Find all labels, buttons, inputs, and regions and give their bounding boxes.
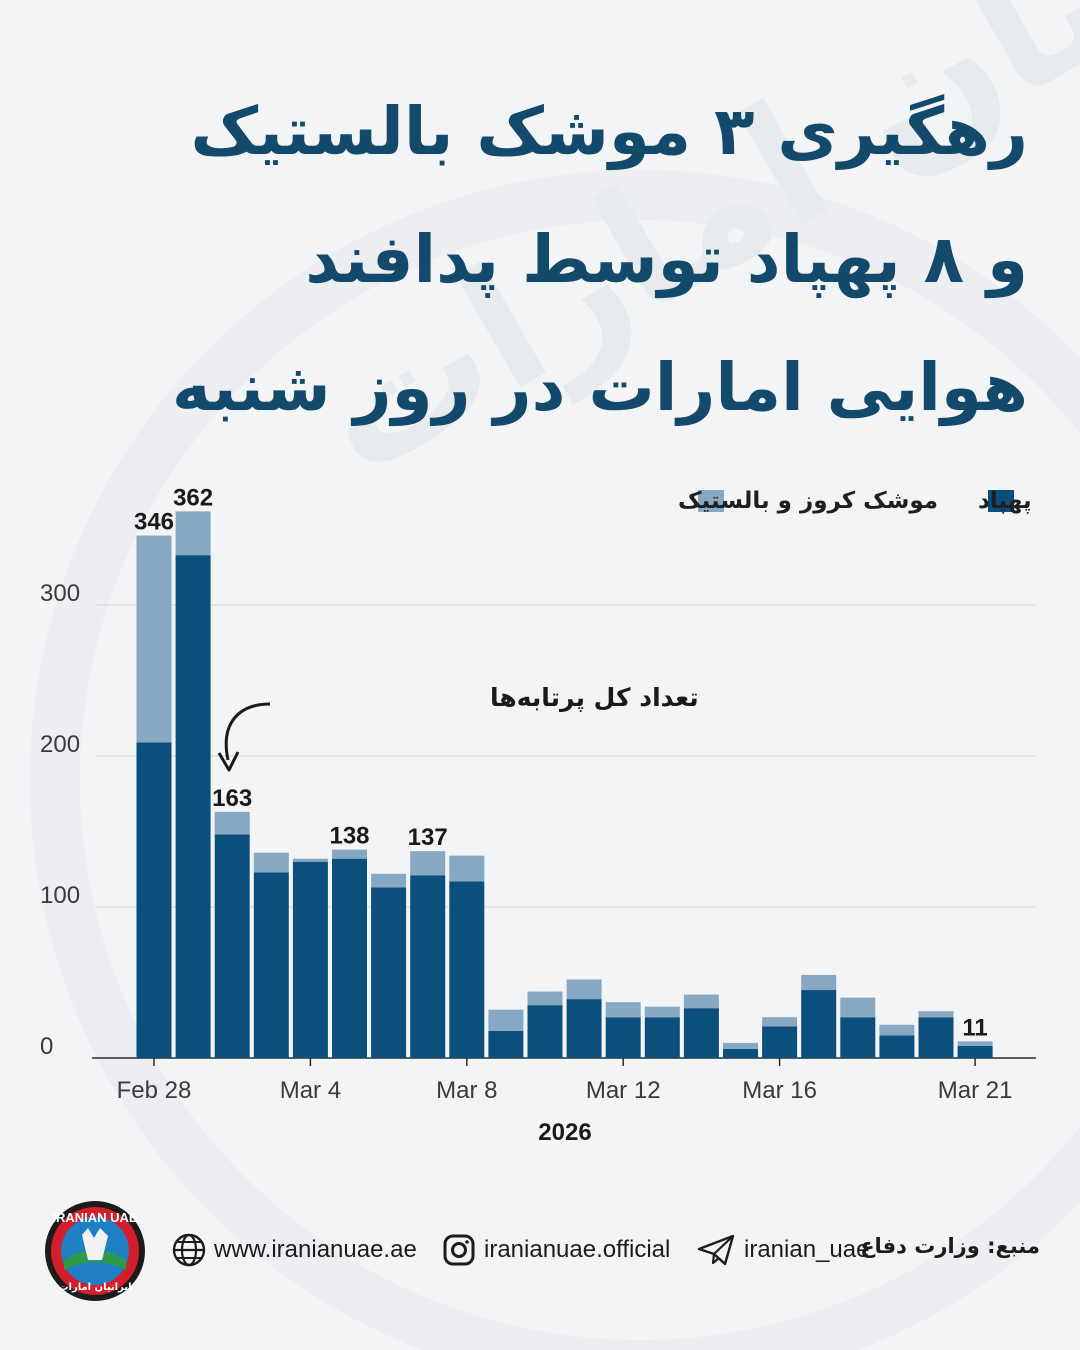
instagram-icon (443, 1234, 475, 1266)
legend: پهپاد موشک کروز و بالستیک (678, 488, 1032, 514)
bar-drones (566, 999, 602, 1058)
globe-icon (172, 1233, 206, 1267)
website-text: www.iranianuae.ae (214, 1236, 417, 1263)
y-tick-label: 300 (40, 580, 80, 607)
x-axis-title: 2026 (538, 1119, 591, 1146)
logo-text-bottom: ایرانیان امارات (58, 1282, 131, 1293)
telegram-icon (697, 1234, 735, 1266)
bars (136, 511, 993, 1058)
x-tick-label: Mar 16 (742, 1077, 817, 1104)
bar-missiles (879, 1024, 915, 1036)
gridlines: 0 100 200 300 (40, 580, 1036, 1060)
x-tick-label: Mar 12 (586, 1077, 661, 1104)
website-link[interactable]: www.iranianuae.ae (172, 1233, 417, 1267)
annotation-arrow (224, 702, 271, 761)
legend-label-missiles: موشک کروز و بالستیک (678, 488, 938, 514)
bar-missiles (410, 851, 446, 876)
bar-missiles (723, 1042, 758, 1049)
bar-drones (527, 1005, 563, 1058)
instagram-link[interactable]: iranianuae.official (442, 1234, 670, 1266)
x-tick-label: Mar 21 (938, 1077, 1013, 1104)
bar-drones (214, 834, 250, 1058)
bar-missiles (292, 858, 328, 862)
total-label: 138 (329, 823, 369, 850)
bar-drones (762, 1026, 798, 1058)
y-tick-label: 200 (40, 731, 80, 758)
telegram-link[interactable]: iranian_uae (696, 1234, 869, 1266)
bar-missiles (605, 1002, 641, 1018)
instagram-text: iranianuae.official (484, 1236, 671, 1263)
bar-missiles (175, 511, 211, 556)
bar-missiles (488, 1009, 524, 1031)
bar-drones (449, 881, 485, 1058)
bar-drones (175, 555, 211, 1058)
legend-label-drones: پهپاد (978, 488, 1032, 514)
bar-missiles (527, 991, 563, 1006)
bar-missiles (214, 811, 250, 835)
x-axis: Feb 28 Mar 4 Mar 8 Mar 12 Mar 16 Mar 21 (117, 1058, 1013, 1104)
annotation-text: تعداد کل پرتابه‌ها (490, 683, 699, 713)
x-tick-label: Mar 4 (280, 1077, 341, 1104)
bar-drones (918, 1017, 954, 1058)
bar-missiles (449, 855, 485, 882)
stacked-bar-chart: پهپاد موشک کروز و بالستیک 0 100 200 300 346… (40, 484, 1036, 1146)
bar-missiles (801, 974, 837, 991)
bar-drones (605, 1017, 641, 1058)
bar-drones (292, 861, 328, 1058)
footer: IRANIAN UAE ایرانیان امارات www.iranianu… (0, 1190, 1080, 1310)
total-label: 137 (408, 824, 448, 851)
bar-drones (683, 1008, 719, 1058)
bar-drones (879, 1035, 915, 1058)
bar-missiles (644, 1006, 680, 1018)
bar-missiles (332, 849, 367, 859)
bar-drones (957, 1045, 993, 1058)
logo-text-top: IRANIAN UAE (52, 1210, 138, 1225)
bar-missiles (918, 1011, 954, 1018)
bar-missiles (566, 979, 602, 1000)
total-label: 362 (173, 484, 213, 511)
bar-missiles (371, 873, 407, 888)
telegram-text: iranian_uae (744, 1236, 870, 1263)
bar-missiles (762, 1017, 798, 1027)
legend-swatch-missiles (698, 490, 724, 512)
total-label: 11 (962, 1014, 987, 1041)
bar-missiles (683, 994, 719, 1009)
bar-drones (253, 872, 289, 1058)
bar-missiles (840, 997, 876, 1018)
bar-drones (840, 1017, 876, 1058)
bar-drones (410, 875, 446, 1058)
y-tick-label: 100 (40, 882, 80, 909)
page-title: رهگیری ۳ موشک بالستیک و ۸ پهپاد توسط پدا… (68, 68, 1028, 452)
bar-drones (488, 1030, 524, 1058)
bar-drones (136, 742, 172, 1058)
bar-missiles (253, 852, 289, 873)
bar-missiles (957, 1041, 993, 1046)
title-line-3: هوایی امارات در روز شنبه (171, 349, 1028, 426)
bar-missiles (136, 535, 172, 743)
x-tick-label: Mar 8 (436, 1077, 497, 1104)
bar-drones (644, 1017, 680, 1058)
y-tick-label: 0 (40, 1033, 53, 1060)
bar-drones (801, 990, 837, 1058)
source-text: منبع: وزارت دفاع (860, 1234, 1040, 1258)
legend-swatch-drones (988, 490, 1014, 512)
annotation-arrowhead (217, 751, 240, 772)
total-label: 163 (212, 785, 252, 812)
title-line-1: رهگیری ۳ موشک بالستیک (190, 93, 1028, 170)
bar-drones (371, 887, 407, 1058)
total-label: 346 (134, 509, 174, 536)
bar-drones (332, 858, 367, 1058)
bar-drones (723, 1048, 758, 1058)
annotation: تعداد کل پرتابه‌ها (217, 683, 699, 772)
x-tick-label: Feb 28 (117, 1077, 192, 1104)
brand-logo: IRANIAN UAE ایرانیان امارات (45, 1201, 145, 1301)
title-line-2: و ۸ پهپاد توسط پدافند (305, 221, 1028, 298)
